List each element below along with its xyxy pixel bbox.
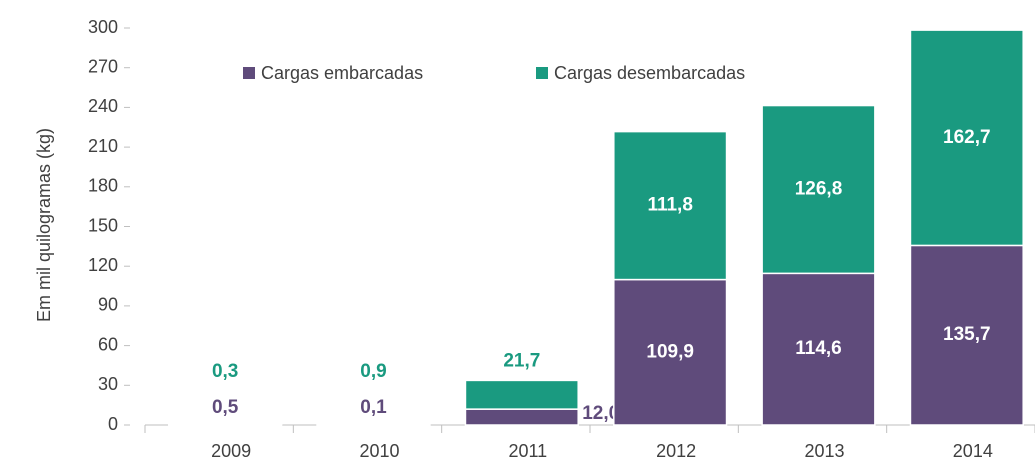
value-label: 0,9 <box>360 361 386 382</box>
value-label: 111,8 <box>647 195 692 216</box>
y-tick-label: 270 <box>88 56 118 76</box>
y-tick-label: 120 <box>88 255 118 275</box>
y-tick-label: 210 <box>88 136 118 156</box>
y-tick-label: 240 <box>88 96 118 116</box>
value-label: 12,0 <box>582 403 619 424</box>
bar-segment <box>464 408 579 426</box>
value-label: 162,7 <box>943 127 991 148</box>
legend-swatch <box>243 67 255 79</box>
y-tick-label: 300 <box>88 17 118 37</box>
bar-segment <box>909 29 1024 247</box>
value-label: 0,5 <box>212 397 239 418</box>
bar-segment <box>613 130 728 281</box>
y-tick-label: 60 <box>98 334 118 354</box>
value-label: 21,7 <box>503 350 540 371</box>
x-tick-label: 2013 <box>804 441 844 461</box>
value-label: 114,6 <box>795 338 842 359</box>
y-tick-label: 30 <box>98 374 118 394</box>
x-tick-label: 2009 <box>211 441 251 461</box>
value-label: 0,1 <box>360 397 387 418</box>
legend-label: Cargas embarcadas <box>261 63 423 83</box>
y-axis-title: Em mil quilogramas (kg) <box>34 128 54 322</box>
bar-segment <box>761 104 876 275</box>
y-tick-label: 90 <box>98 295 118 315</box>
value-label: 135,7 <box>943 324 991 345</box>
y-tick-label: 0 <box>108 414 118 434</box>
legend-swatch <box>536 67 548 79</box>
y-tick-label: 150 <box>88 215 118 235</box>
value-label: 0,3 <box>212 361 238 382</box>
x-tick-label: 2010 <box>359 441 399 461</box>
x-tick-label: 2014 <box>953 441 993 461</box>
bar-segment <box>613 278 728 426</box>
bar-segment <box>909 244 1024 426</box>
bar-segment <box>761 272 876 426</box>
bar-segment <box>316 422 431 426</box>
value-label: 109,9 <box>646 341 694 362</box>
x-tick-label: 2012 <box>656 441 696 461</box>
y-tick-label: 180 <box>88 176 118 196</box>
x-tick-label: 2011 <box>508 441 547 461</box>
value-label: 126,8 <box>795 178 843 199</box>
legend-label: Cargas desembarcadas <box>554 63 745 83</box>
bar-segment <box>464 379 579 410</box>
